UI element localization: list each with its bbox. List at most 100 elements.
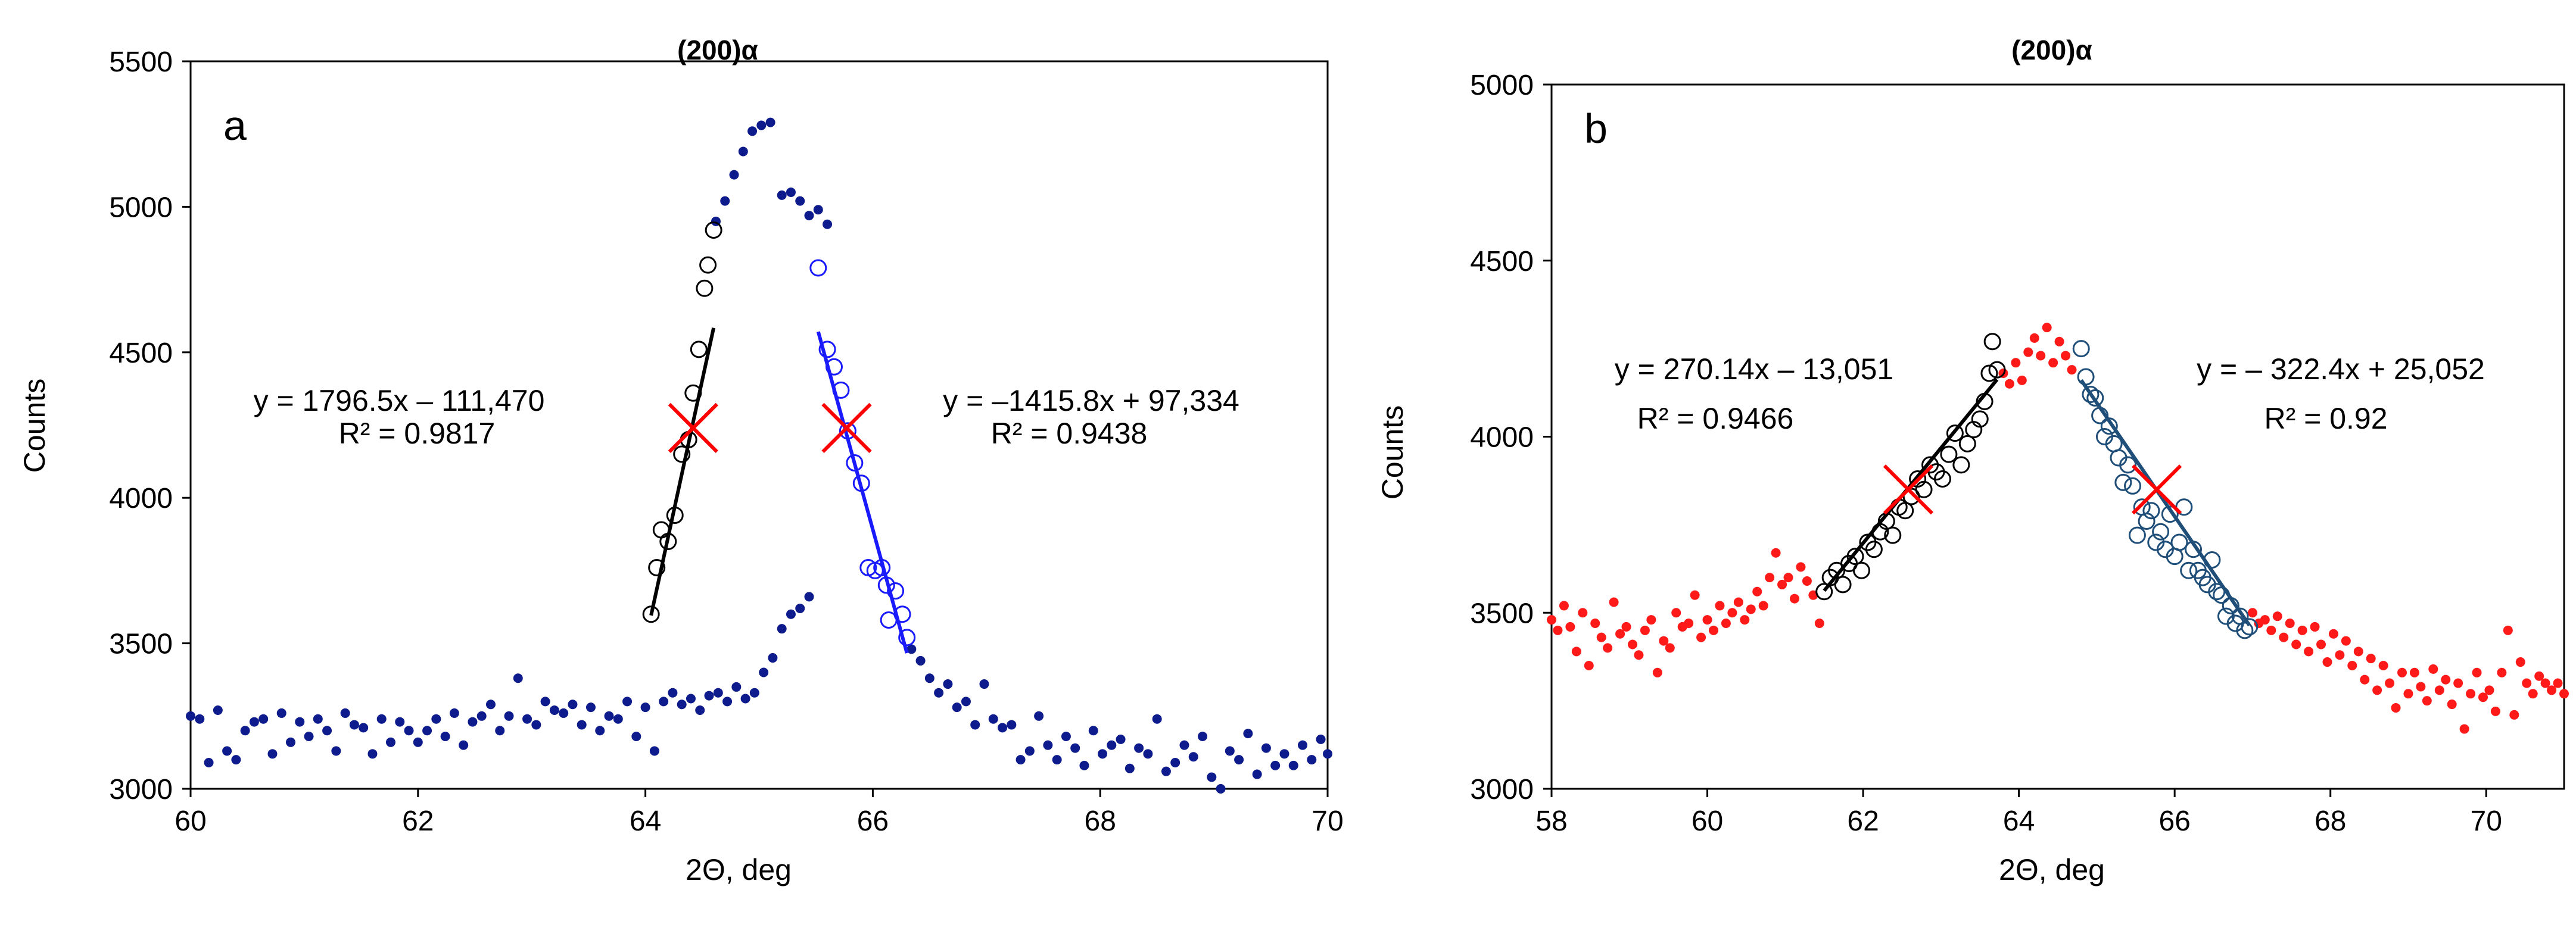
data-point <box>2385 678 2395 688</box>
data-point <box>1952 456 1970 474</box>
data-point <box>795 603 805 613</box>
data-point <box>2297 625 2307 635</box>
data-point <box>404 726 414 736</box>
chart-a-title: (200)α <box>677 35 758 65</box>
data-point <box>1696 632 1706 642</box>
data-point <box>768 653 778 663</box>
chart-b-y-axis-label: Counts <box>1376 405 1409 499</box>
data-point <box>1659 636 1669 646</box>
x-tick-label: 68 <box>1085 805 1116 837</box>
data-point <box>1896 502 1914 520</box>
data-point <box>395 717 405 727</box>
data-point <box>713 688 723 698</box>
chart-b-data-points <box>1547 323 2569 734</box>
data-point <box>186 711 195 721</box>
data-point <box>1909 470 1927 488</box>
data-point <box>2241 618 2259 636</box>
data-point <box>1134 743 1144 753</box>
chart-a-cross-markers <box>668 402 872 454</box>
data-point <box>2353 647 2363 657</box>
data-point <box>1584 660 1594 670</box>
data-point <box>1665 643 1675 653</box>
data-point <box>1958 435 1976 452</box>
data-point <box>2322 657 2332 667</box>
data-point <box>2534 671 2544 681</box>
data-point <box>1971 410 1989 428</box>
data-point <box>604 711 614 721</box>
chart-a-left-fit-r2: R² = 0.9817 <box>339 417 496 450</box>
data-point <box>1188 752 1198 762</box>
data-point <box>1553 625 1563 635</box>
data-point <box>1933 470 1951 488</box>
data-point <box>2372 685 2382 695</box>
data-point <box>988 714 998 724</box>
data-point <box>449 708 459 718</box>
data-point <box>686 694 696 704</box>
chart-b-y-ticks: 3000 3500 4000 4500 5000 <box>1470 70 1552 805</box>
y-tick-label: 5500 <box>109 46 173 78</box>
cross-marker <box>1883 464 1934 515</box>
chart-panel-b: (200)α b 2Θ, deg Counts 58 60 62 64 66 68 70 3… <box>1376 35 2569 886</box>
data-point <box>2279 632 2289 642</box>
data-point <box>2266 625 2276 635</box>
x-tick-label: 58 <box>1535 805 1567 837</box>
data-point <box>1152 714 1162 724</box>
data-point <box>468 717 478 727</box>
data-point <box>549 705 559 716</box>
data-point <box>1684 618 1694 628</box>
data-point <box>2366 654 2376 664</box>
data-point <box>631 732 641 742</box>
data-point <box>1715 601 1725 611</box>
data-point <box>222 746 232 756</box>
chart-a-plot-frame <box>189 60 1329 790</box>
data-point <box>577 720 587 730</box>
y-tick-label: 4500 <box>1470 246 1534 277</box>
data-point <box>1752 586 1762 597</box>
data-point <box>2061 351 2071 361</box>
data-point <box>559 708 569 718</box>
x-tick-label: 60 <box>175 805 206 837</box>
data-point <box>2316 639 2326 650</box>
data-point <box>1702 615 1712 625</box>
data-point <box>495 726 505 736</box>
data-point <box>1279 749 1289 759</box>
data-point <box>2472 667 2482 677</box>
data-point <box>1207 772 1217 782</box>
data-point <box>1298 740 1308 750</box>
data-point <box>2466 689 2476 699</box>
data-point <box>204 758 214 768</box>
data-point <box>2409 667 2419 677</box>
data-point <box>1915 480 1933 498</box>
data-point <box>1024 746 1035 756</box>
x-tick-label: 62 <box>1847 805 1879 837</box>
data-point <box>1043 740 1053 750</box>
data-point <box>2490 706 2500 716</box>
data-point <box>295 717 305 727</box>
data-point <box>2023 347 2033 357</box>
data-point <box>2004 379 2014 389</box>
data-point <box>1640 625 1650 635</box>
data-point <box>1603 643 1613 653</box>
data-point <box>934 688 944 698</box>
data-point <box>1216 784 1226 794</box>
data-point <box>285 737 295 747</box>
data-point <box>1596 632 1606 642</box>
data-point <box>915 655 926 666</box>
data-point <box>195 714 205 724</box>
data-point <box>2161 505 2179 523</box>
data-point <box>970 720 980 730</box>
data-point <box>1980 364 1998 382</box>
data-point <box>1771 548 1781 558</box>
data-point <box>2011 358 2021 368</box>
data-point <box>738 146 748 157</box>
x-tick-label: 66 <box>2158 805 2190 837</box>
x-tick-label: 70 <box>1312 805 1343 837</box>
x-tick-label: 64 <box>2003 805 2035 837</box>
chart-a-right-fit-equation: y = –1415.8x + 97,334 <box>943 384 1239 417</box>
data-point <box>1547 615 1556 625</box>
data-point <box>1846 548 1864 566</box>
data-point <box>2547 685 2557 695</box>
data-point <box>1316 734 1326 744</box>
data-point <box>1307 755 1317 765</box>
data-point <box>2114 473 2132 491</box>
